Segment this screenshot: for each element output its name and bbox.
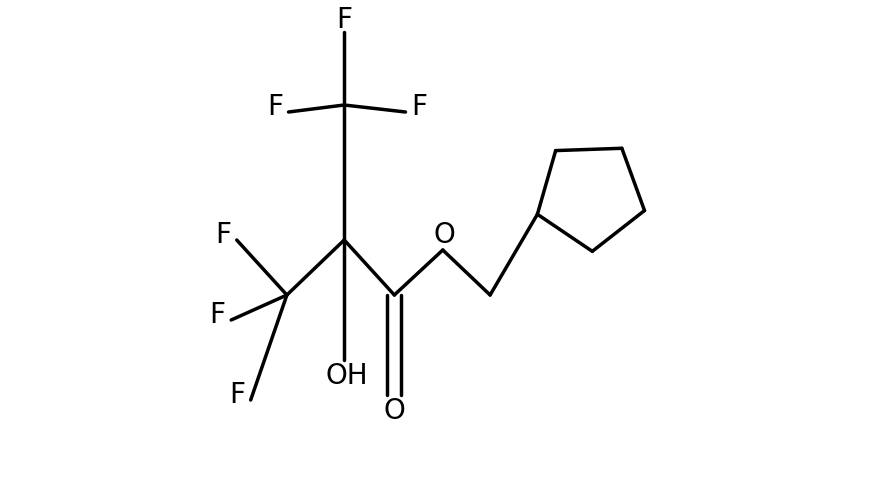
Text: F: F bbox=[411, 93, 427, 121]
Text: F: F bbox=[229, 381, 245, 409]
Text: F: F bbox=[215, 221, 231, 249]
Text: F: F bbox=[209, 301, 225, 329]
Text: F: F bbox=[267, 93, 282, 121]
Text: F: F bbox=[336, 6, 352, 34]
Text: O: O bbox=[433, 221, 455, 249]
Text: O: O bbox=[384, 397, 405, 425]
Text: OH: OH bbox=[326, 362, 368, 390]
